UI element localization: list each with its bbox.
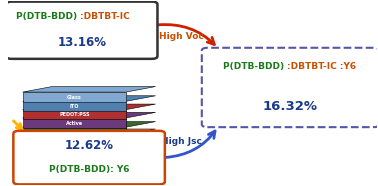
Text: Active: Active [66, 121, 83, 126]
Text: P(DTB-BDD): P(DTB-BDD) [223, 62, 287, 71]
Text: Glass: Glass [67, 95, 82, 100]
Polygon shape [23, 110, 126, 119]
Polygon shape [23, 129, 156, 134]
Text: P(DTB-BDD): P(DTB-BDD) [15, 12, 80, 21]
Polygon shape [23, 96, 156, 101]
Polygon shape [23, 134, 126, 145]
Text: P(DTB-BDD): Y6: P(DTB-BDD): Y6 [49, 165, 129, 174]
Text: 16.32%: 16.32% [263, 100, 318, 113]
Text: 12.62%: 12.62% [65, 139, 114, 152]
Text: :DBTBT-IC :Y6: :DBTBT-IC :Y6 [287, 62, 356, 71]
Text: High Voc: High Voc [159, 32, 204, 41]
Text: ITO: ITO [70, 104, 79, 109]
Text: 13.16%: 13.16% [57, 36, 106, 49]
Polygon shape [23, 92, 126, 102]
Text: High Jsc: High Jsc [161, 137, 202, 146]
Text: :DBTBT-IC: :DBTBT-IC [80, 12, 130, 21]
Polygon shape [23, 112, 156, 118]
FancyBboxPatch shape [6, 2, 158, 59]
Text: Al: Al [72, 138, 77, 143]
Polygon shape [23, 101, 126, 110]
Text: PEDOT:PSS: PEDOT:PSS [59, 112, 90, 117]
Polygon shape [23, 86, 156, 92]
Polygon shape [23, 118, 126, 128]
Polygon shape [23, 127, 126, 135]
Polygon shape [23, 104, 156, 110]
FancyBboxPatch shape [13, 131, 165, 184]
Polygon shape [23, 122, 156, 127]
FancyBboxPatch shape [202, 48, 378, 127]
